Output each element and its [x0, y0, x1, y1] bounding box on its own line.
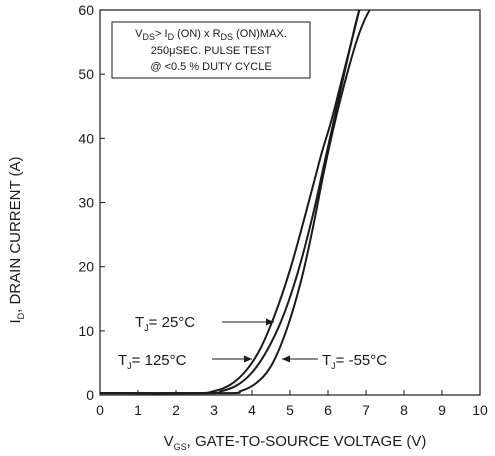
series-label-25c-text: TJ= 25°C	[135, 314, 195, 333]
series-label-25c-arrowhead	[266, 318, 274, 326]
conditions-line-1: VDS> ID (ON) x RDS (ON)MAX.	[135, 28, 287, 42]
y-tick-label: 20	[78, 259, 94, 275]
y-tick-label: 60	[78, 2, 94, 18]
x-axis-ticks: 0 1 2 3 4 5 6 7 8 9 10	[96, 390, 488, 418]
y-axis-title: ID, DRAIN CURRENT (A)	[7, 156, 26, 323]
x-tick-label: 8	[400, 402, 408, 418]
series-label-125c-arrowhead	[244, 355, 252, 363]
y-axis-ticks: 0 10 20 30 40 50 60	[78, 2, 105, 403]
conditions-line-2: 250μSEC. PULSE TEST	[151, 45, 272, 57]
y-tick-label: 10	[78, 323, 94, 339]
series-line-1	[100, 10, 361, 395]
x-tick-label: 9	[438, 402, 446, 418]
series-label-125c-text: TJ= 125°C	[118, 352, 187, 371]
series-label-125c: TJ= 125°C	[118, 352, 252, 371]
series-label-minus55c: TJ= -55°C	[282, 352, 387, 371]
x-tick-label: 5	[286, 402, 294, 418]
series-label-minus55c-text: TJ= -55°C	[322, 352, 387, 371]
x-tick-label: 0	[96, 402, 104, 418]
x-tick-label: 4	[248, 402, 256, 418]
x-tick-label: 2	[172, 402, 180, 418]
series-label-minus55c-arrowhead	[282, 355, 290, 363]
x-tick-label: 3	[210, 402, 218, 418]
x-tick-label: 10	[472, 402, 488, 418]
y-tick-label: 50	[78, 66, 94, 82]
series-label-25c: TJ= 25°C	[135, 314, 274, 333]
y-tick-label: 40	[78, 130, 94, 146]
x-tick-label: 1	[134, 402, 142, 418]
y-tick-label: 0	[86, 387, 94, 403]
x-tick-label: 6	[324, 402, 332, 418]
x-tick-label: 7	[362, 402, 370, 418]
x-axis-title: VGS, GATE-TO-SOURCE VOLTAGE (V)	[164, 433, 427, 452]
series-line-2	[100, 10, 372, 395]
plot-area-frame	[99, 9, 481, 396]
y-tick-label: 30	[78, 195, 94, 211]
series-curves	[100, 10, 372, 395]
conditions-line-3: @ <0.5 % DUTY CYCLE	[150, 61, 271, 73]
test-conditions-box: VDS> ID (ON) x RDS (ON)MAX. 250μSEC. PUL…	[111, 21, 311, 79]
